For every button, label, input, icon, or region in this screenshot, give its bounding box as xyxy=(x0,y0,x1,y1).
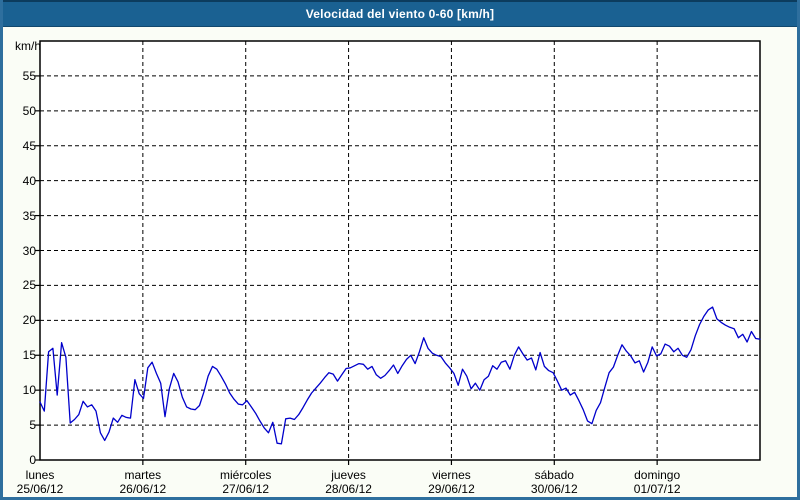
x-day-label: miércoles 27/06/12 xyxy=(191,468,301,496)
day-name: sábado xyxy=(534,468,574,482)
y-tick-label: 30 xyxy=(22,243,36,258)
y-tick-label: 10 xyxy=(22,383,36,398)
y-tick-label: 25 xyxy=(22,278,36,293)
y-axis-unit-label: km/h xyxy=(14,39,41,53)
x-day-label: martes 26/06/12 xyxy=(88,468,198,496)
day-date: 01/07/12 xyxy=(633,482,681,496)
day-name: domingo xyxy=(634,468,681,482)
y-tick-label: 50 xyxy=(22,103,36,118)
day-name: martes xyxy=(124,468,162,482)
y-tick-label: 55 xyxy=(22,68,36,83)
chart-area: km/h 0 5 10 15 20 25 30 35 40 45 50 55 lunes 25/06/1… xyxy=(3,27,797,497)
day-date: 28/06/12 xyxy=(325,482,372,496)
x-day-label: jueves 28/06/12 xyxy=(294,468,404,496)
y-tick-label: 45 xyxy=(22,138,36,153)
day-date: 30/06/12 xyxy=(530,482,578,496)
x-day-label: domingo 01/07/12 xyxy=(602,468,712,496)
title-bar: Velocidad del viento 0-60 [km/h] xyxy=(3,0,797,27)
day-date: 25/06/12 xyxy=(16,482,64,496)
wind-speed-line xyxy=(39,306,761,445)
wind-speed-plot xyxy=(35,40,761,465)
y-tick-label: 5 xyxy=(29,418,36,433)
x-day-label: viernes 29/06/12 xyxy=(396,468,506,496)
y-tick-label: 20 xyxy=(22,313,36,328)
y-tick-label: 40 xyxy=(22,173,36,188)
day-name: miércoles xyxy=(220,468,272,482)
y-tick-label: 35 xyxy=(22,208,36,223)
day-date: 26/06/12 xyxy=(119,482,167,496)
x-day-label: lunes 25/06/12 xyxy=(3,468,95,496)
day-date: 27/06/12 xyxy=(222,482,270,496)
x-day-label: sábado 30/06/12 xyxy=(499,468,609,496)
day-name: lunes xyxy=(25,468,55,482)
day-name: viernes xyxy=(432,468,471,482)
day-date: 29/06/12 xyxy=(428,482,475,496)
y-tick-label: 15 xyxy=(22,348,36,363)
chart-title: Velocidad del viento 0-60 [km/h] xyxy=(305,7,495,21)
y-tick-label: 0 xyxy=(29,453,36,467)
day-name: jueves xyxy=(331,468,366,482)
